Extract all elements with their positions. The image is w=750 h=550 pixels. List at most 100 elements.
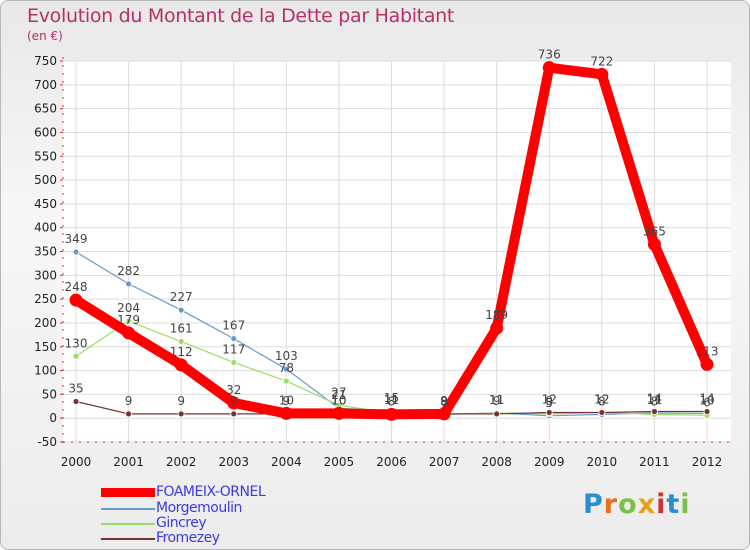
y-tick-label: 200 (34, 316, 57, 330)
x-tick-label: 2001 (113, 455, 144, 469)
y-tick-label: 700 (34, 78, 57, 92)
logo-letter: i (656, 489, 667, 520)
legend-swatch (101, 538, 155, 540)
data-label: 9 (177, 394, 185, 408)
legend-label: Gincrey (156, 515, 207, 531)
data-label: 117 (222, 342, 245, 356)
data-label: 10 (279, 393, 294, 407)
data-label: 14 (699, 392, 714, 406)
data-point (227, 396, 241, 410)
data-point (542, 61, 556, 75)
data-point (230, 335, 238, 343)
data-point (230, 410, 238, 418)
logo-letter: t (666, 489, 681, 520)
x-tick-label: 2002 (166, 455, 197, 469)
y-axis-unit-label: (en €) (27, 29, 63, 43)
data-label: 204 (117, 301, 140, 315)
y-tick-label: 650 (34, 102, 57, 116)
data-label: 179 (117, 313, 140, 327)
data-label: 130 (65, 336, 88, 350)
data-label: 11 (384, 393, 399, 407)
y-tick-label: 0 (49, 411, 57, 425)
data-point (703, 408, 711, 415)
proxiti-logo: Proxiti (583, 489, 691, 520)
data-label: 8 (598, 394, 606, 408)
legend-label: FOAMEIX-ORNEL (156, 484, 266, 500)
x-tick-label: 2005 (324, 455, 355, 469)
y-tick-label: 350 (34, 245, 57, 259)
legend-swatch (101, 488, 155, 497)
data-label: 9 (545, 394, 553, 408)
logo-letter: r (603, 489, 619, 520)
y-tick-label: 150 (34, 340, 57, 354)
data-point (125, 317, 132, 325)
data-label: 10 (331, 393, 346, 407)
y-tick-label: 300 (34, 268, 57, 282)
legend-swatch (101, 508, 155, 510)
data-point (332, 406, 346, 420)
legend-label: Fromezey (156, 530, 220, 546)
data-label: 27 (331, 385, 346, 399)
data-label: 11 (384, 393, 399, 407)
legend-label: Morgemoulin (156, 500, 242, 516)
data-label: 736 (538, 48, 561, 62)
data-label: 9 (440, 394, 448, 408)
data-point (493, 410, 501, 418)
data-label: 11 (489, 393, 504, 407)
data-point (177, 410, 185, 418)
data-point (279, 406, 293, 420)
data-label: 189 (485, 308, 508, 322)
data-label: 32 (226, 383, 241, 397)
data-label: 282 (117, 264, 140, 278)
data-label: 12 (594, 392, 609, 406)
data-label: 112 (170, 345, 193, 359)
y-tick-label: 450 (34, 197, 57, 211)
x-tick-label: 2009 (534, 455, 565, 469)
data-label: 10 (331, 393, 346, 407)
logo-letter: x (637, 489, 657, 520)
logo-letter: i (680, 489, 691, 520)
data-label: 9 (493, 394, 501, 408)
data-label: 8 (440, 394, 448, 408)
data-label: 12 (594, 392, 609, 406)
y-tick-label: 600 (34, 125, 57, 139)
y-tick-label: 750 (34, 54, 57, 68)
data-label: 161 (170, 322, 193, 336)
data-point (282, 377, 290, 385)
x-tick-label: 2003 (218, 455, 249, 469)
x-tick-label: 2007 (429, 455, 460, 469)
data-point (69, 293, 83, 307)
data-point (72, 248, 80, 256)
data-label: 8 (651, 394, 659, 408)
x-tick-label: 2008 (481, 455, 512, 469)
y-tick-label: 400 (34, 221, 57, 235)
data-point (598, 409, 606, 416)
y-tick-label: -50 (37, 435, 57, 449)
data-label: 14 (647, 392, 662, 406)
data-label: 8 (388, 394, 396, 408)
data-label: 11 (489, 393, 504, 407)
y-tick-label: 100 (34, 364, 57, 378)
x-tick-label: 2006 (376, 455, 407, 469)
data-label: 113 (696, 344, 719, 358)
data-label: 78 (279, 361, 294, 375)
data-label: 349 (65, 232, 88, 246)
x-tick-label: 2010 (587, 455, 618, 469)
y-tick-label: 500 (34, 173, 57, 187)
data-label: 227 (170, 290, 193, 304)
data-point (545, 409, 553, 416)
data-point (595, 67, 609, 81)
data-label: 6 (703, 395, 711, 409)
data-label: 248 (65, 280, 88, 294)
data-point (282, 365, 290, 373)
chart-title: Evolution du Montant de la Dette par Hab… (27, 5, 455, 27)
logo-letter: P (583, 489, 604, 520)
x-tick-label: 2011 (639, 455, 670, 469)
data-label: 8 (440, 394, 448, 408)
data-label: 35 (68, 382, 83, 396)
data-label: 365 (643, 224, 666, 238)
data-label: 15 (384, 391, 399, 405)
data-point (490, 321, 504, 335)
